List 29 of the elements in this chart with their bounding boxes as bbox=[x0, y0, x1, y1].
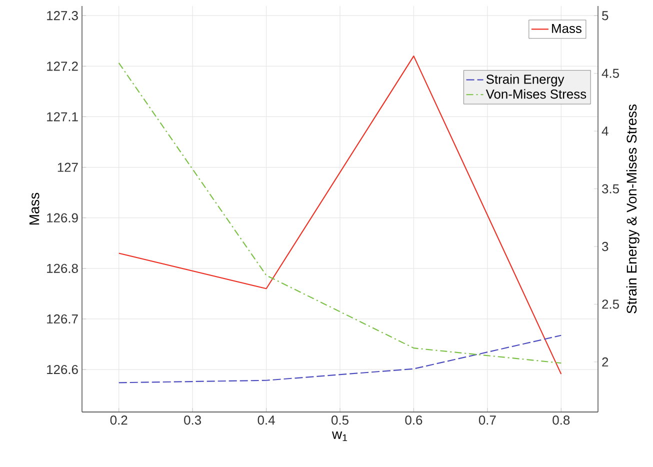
y2-tick-label: 2 bbox=[602, 357, 608, 366]
legend-label: Mass bbox=[552, 24, 582, 34]
x-tick-label: 0.6 bbox=[405, 416, 422, 425]
y-tick-label: 126.7 bbox=[47, 314, 78, 324]
y-tick-label: 126.9 bbox=[47, 213, 78, 222]
legend-label: Von-Mises Stress bbox=[486, 89, 586, 99]
y-axis-title: Mass bbox=[30, 192, 40, 225]
y2-axis-title: Strain Energy & Von-Mises Stress bbox=[626, 104, 640, 314]
x-tick-label: 0.8 bbox=[552, 416, 570, 425]
x-tick-label: 0.2 bbox=[110, 416, 128, 425]
y-tick-label: 127 bbox=[58, 162, 78, 172]
y2-tick-label: 3 bbox=[602, 242, 608, 252]
legend-label: Strain Energy bbox=[486, 74, 564, 86]
x-tick-label: 0.3 bbox=[184, 416, 202, 425]
line-series bbox=[118, 334, 562, 384]
x-axis-title: w$_{1}$ bbox=[332, 432, 348, 442]
x-tick-label: 0.5 bbox=[332, 416, 348, 425]
y2-tick-label: 5 bbox=[602, 11, 608, 20]
y-tick-label: 126.8 bbox=[47, 264, 78, 273]
x-tick-label: 0.7 bbox=[478, 416, 496, 425]
y2-tick-label: 4 bbox=[602, 126, 608, 136]
y-tick-label: 127.2 bbox=[47, 62, 78, 71]
y-tick-label: 126.6 bbox=[47, 364, 78, 374]
y2-tick-label: 3.5 bbox=[602, 184, 619, 194]
y-tick-label: 127.1 bbox=[47, 112, 78, 122]
x-tick-label: 0.4 bbox=[258, 416, 275, 425]
y2-tick-label: 2.5 bbox=[602, 300, 619, 309]
y2-tick-label: 4.5 bbox=[602, 68, 619, 78]
y-tick-label: 127.3 bbox=[47, 11, 78, 20]
